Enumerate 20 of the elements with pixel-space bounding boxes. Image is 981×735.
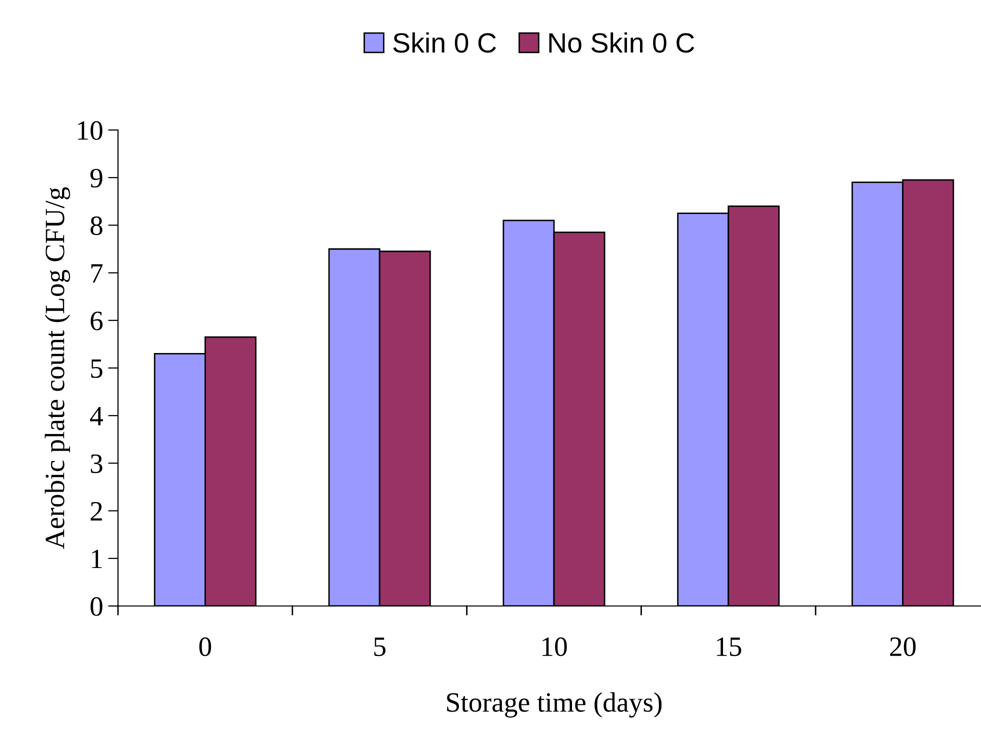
x-tick-label: 10 (542, 637, 567, 656)
y-tick-label: 4 (90, 406, 103, 426)
legend-label: No Skin 0 C (549, 32, 694, 53)
y-tick-label: 5 (91, 359, 102, 378)
y-axis-title: Aerobic plate count (Log CFU/g (44, 187, 70, 550)
x-tick-label: 0 (199, 637, 212, 656)
y-tick-label: 7 (91, 264, 103, 282)
x-tick-label: 20 (890, 637, 916, 656)
x-tick-label: 5 (374, 638, 386, 656)
y-tick-label: 3 (90, 454, 102, 474)
y-tick-label: 0 (90, 597, 102, 616)
y-tick-label: 10 (78, 121, 102, 140)
y-tick-label: 1 (92, 550, 102, 568)
y-tick-label: 8 (90, 216, 102, 236)
legend-label: Skin 0 C (393, 32, 496, 53)
y-tick-label: 2 (90, 502, 102, 520)
x-axis-title: Storage time (days) (447, 692, 662, 718)
x-tick-label: 15 (716, 637, 742, 656)
y-tick-label: 9 (90, 168, 102, 188)
y-tick-label: 6 (90, 312, 103, 330)
